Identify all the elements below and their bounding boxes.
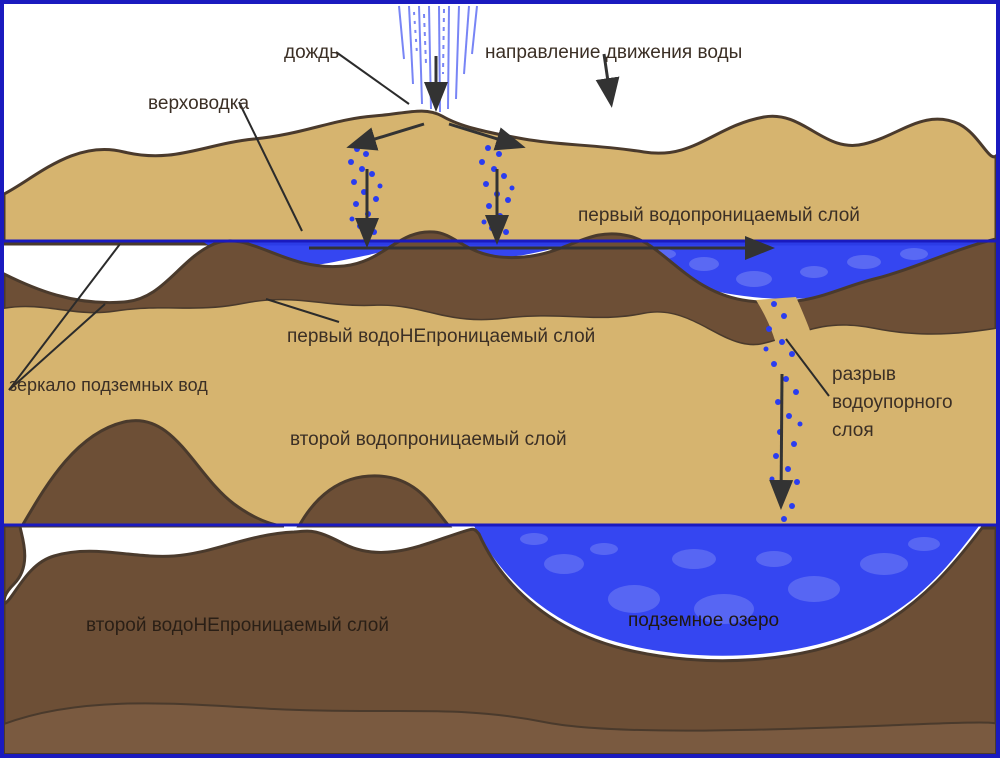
label-groundwater-mirror: зеркало подземных вод <box>9 375 249 396</box>
label-first-impermeable: первый водоНЕпроницаемый слой <box>287 326 595 348</box>
label-second-permeable: второй водопроницаемый слой <box>290 429 567 451</box>
label-underground-lake: подземное озеро <box>628 610 779 632</box>
label-second-impermeable: второй водоНЕпроницаемый слой <box>86 615 389 637</box>
label-first-permeable: первый водопроницаемый слой <box>578 205 860 227</box>
label-perched-water: верховодка <box>148 93 249 115</box>
label-aquiclude-break: разрыв водоупорного слоя <box>832 361 953 445</box>
label-water-direction: направление движения воды <box>485 42 742 64</box>
diagram-frame: дождь направление движения воды верховод… <box>0 0 1000 758</box>
label-rain: дождь <box>284 42 339 64</box>
